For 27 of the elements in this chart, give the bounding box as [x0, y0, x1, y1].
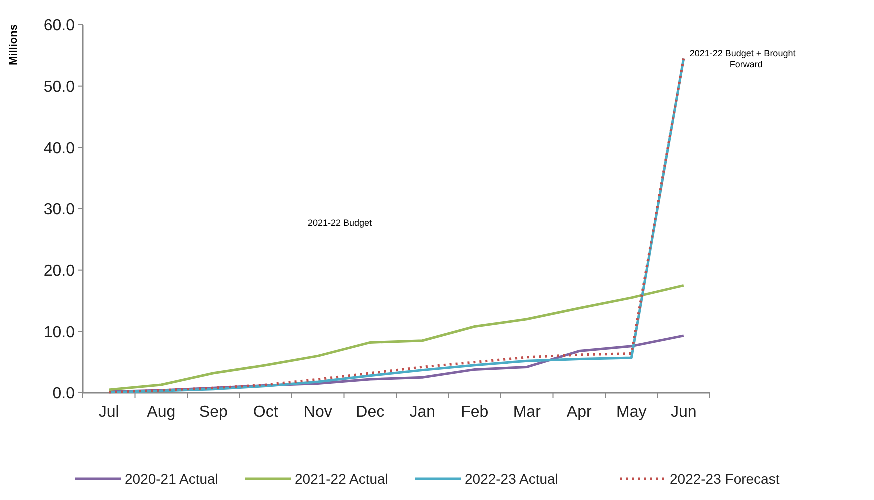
- x-tick-label: May: [616, 404, 647, 421]
- x-tick-label: Jun: [670, 404, 697, 421]
- y-tick-label: 20.0: [44, 262, 76, 280]
- y-axis-title: Millions: [8, 24, 20, 66]
- y-tick-label: 50.0: [44, 78, 76, 96]
- x-tick-label: Nov: [304, 404, 332, 421]
- x-tick-label: Aug: [147, 404, 176, 421]
- annotation: 2021-22 Budget: [308, 218, 373, 228]
- x-tick-label: Apr: [566, 404, 592, 421]
- legend-label: 2022-23 Actual: [465, 470, 558, 487]
- y-tick-label: 0.0: [52, 386, 76, 403]
- y-tick-label: 10.0: [44, 324, 76, 342]
- x-tick-label: Jul: [98, 404, 120, 421]
- legend-label: 2020-21 Actual: [125, 470, 218, 487]
- y-tick-label: 30.0: [44, 202, 76, 219]
- annotation: 2021-22 Budget + Brought Forward: [690, 48, 796, 70]
- y-tick-label: 60.0: [44, 18, 76, 35]
- x-tick-label: Dec: [356, 404, 385, 421]
- x-tick-label: Jan: [410, 404, 436, 421]
- y-tick-label: 40.0: [44, 140, 76, 158]
- x-tick-label: Mar: [513, 404, 542, 421]
- legend-label: 2022-23 Forecast: [670, 470, 780, 487]
- x-tick-label: Feb: [461, 404, 489, 421]
- x-tick-label: Sep: [199, 404, 228, 421]
- line-series: [108, 284, 686, 392]
- x-tick-label: Oct: [253, 404, 279, 421]
- legend-label: 2021-22 Actual: [295, 470, 388, 487]
